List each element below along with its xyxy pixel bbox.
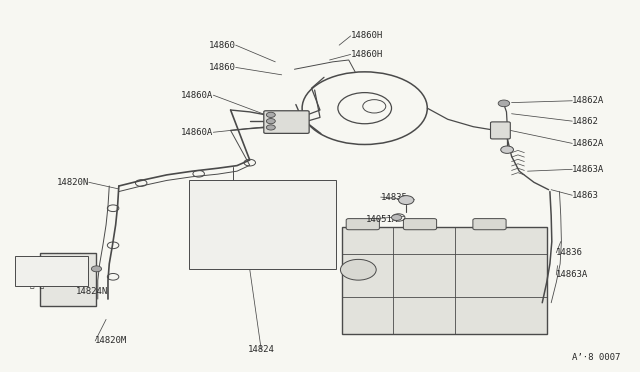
Bar [342,227,547,334]
Circle shape [498,100,509,107]
Circle shape [92,266,102,272]
FancyBboxPatch shape [473,219,506,230]
Text: 14820M: 14820M [95,336,127,346]
Circle shape [266,125,275,130]
Text: 14860: 14860 [209,41,236,50]
Text: 14836: 14836 [556,248,583,257]
Text: （1）: （1） [196,194,221,203]
Text: （1）: （1） [20,280,44,289]
Text: 14863A: 14863A [556,270,589,279]
Circle shape [340,259,376,280]
Text: 14863A: 14863A [572,165,605,174]
FancyBboxPatch shape [403,219,436,230]
FancyBboxPatch shape [264,111,309,134]
Circle shape [399,196,414,205]
Text: (UP TO MAY '82): (UP TO MAY '82) [196,232,280,241]
FancyBboxPatch shape [346,219,380,230]
Text: (UP TO MAY '82): (UP TO MAY '82) [196,203,280,212]
Bar [40,253,97,307]
Circle shape [392,215,402,221]
Text: 14835: 14835 [381,193,408,202]
Circle shape [266,112,275,118]
FancyBboxPatch shape [490,122,510,139]
Text: 14824: 14824 [248,345,275,354]
Text: 14862: 14862 [572,117,599,126]
Text: Ⓑ 08360-6255B: Ⓑ 08360-6255B [196,242,260,251]
Text: A’·8 0007: A’·8 0007 [572,353,620,362]
Text: 14860A: 14860A [181,91,213,100]
Text: 14862A: 14862A [572,96,605,105]
Circle shape [266,119,275,124]
Text: 14820N: 14820N [56,178,89,187]
Text: Ⓑ 08110-61662: Ⓑ 08110-61662 [20,266,83,275]
Text: (FROM MAY '82): (FROM MAY '82) [196,261,275,270]
Circle shape [500,146,513,153]
Text: ⓝ 08914-20600: ⓝ 08914-20600 [196,184,260,193]
Text: （1）: （1） [196,251,221,261]
Text: 14860: 14860 [209,63,236,72]
Text: Ⓑ 08120-63528: Ⓑ 08120-63528 [196,213,260,222]
Text: （1）: （1） [196,223,221,232]
Text: 14824N: 14824N [76,287,108,296]
Text: 14862A: 14862A [572,139,605,148]
Text: 14860H: 14860H [351,50,383,59]
Text: 14860H: 14860H [351,31,383,41]
Text: 14863: 14863 [572,191,599,200]
Bar [15,256,88,286]
Text: 14860A: 14860A [181,128,213,137]
Text: 14051A: 14051A [366,215,398,224]
Bar [189,180,336,269]
